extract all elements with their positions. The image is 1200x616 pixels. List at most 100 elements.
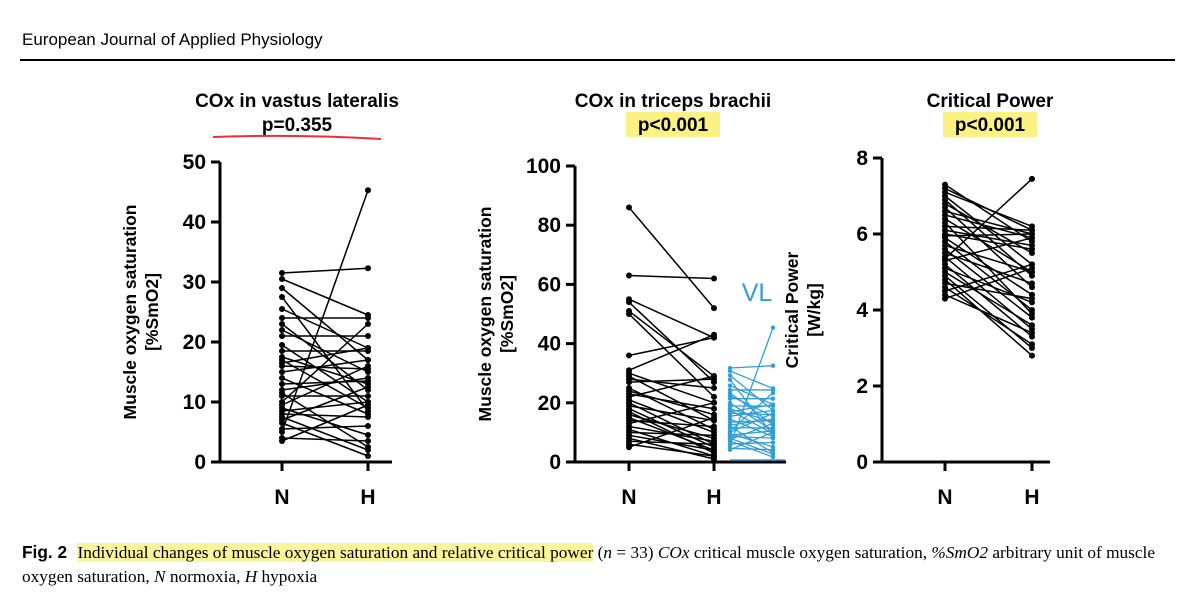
point-n bbox=[279, 393, 285, 399]
pair-line bbox=[944, 233, 1033, 237]
y-tick-label: 80 bbox=[538, 214, 561, 237]
point-n bbox=[942, 232, 948, 239]
p-value-highlight bbox=[626, 112, 720, 137]
paired-series bbox=[942, 175, 1035, 359]
vl-pair-line bbox=[729, 441, 774, 445]
pair-line bbox=[281, 287, 369, 361]
point-n bbox=[626, 444, 632, 451]
header-rule bbox=[20, 59, 1175, 61]
chart-title: COx in triceps brachii bbox=[575, 91, 771, 112]
pair-line bbox=[281, 416, 369, 451]
chart-title: Critical Power bbox=[927, 91, 1054, 112]
y-tick-label: 10 bbox=[183, 391, 206, 414]
point-h bbox=[1029, 295, 1035, 302]
point-n bbox=[279, 348, 285, 354]
p-value-highlight bbox=[943, 112, 1037, 137]
chart-panel-3: Critical Power p<0.001 Critical Power [W/kg… bbox=[782, 91, 1054, 509]
point-n bbox=[279, 420, 285, 426]
pair-line bbox=[281, 278, 369, 316]
vl-point-h bbox=[770, 396, 776, 401]
point-n bbox=[279, 306, 285, 312]
y-tick-label: 4 bbox=[856, 299, 868, 322]
pair-line bbox=[944, 241, 1033, 311]
pair-line bbox=[628, 416, 715, 448]
point-n bbox=[279, 402, 285, 408]
vl-pair-line bbox=[729, 384, 774, 406]
caption-n-open: ( bbox=[597, 543, 604, 562]
point-h bbox=[365, 414, 371, 420]
vl-point-h bbox=[770, 430, 776, 435]
point-n bbox=[279, 333, 285, 339]
pair-line bbox=[628, 372, 715, 404]
x-tick-label-h: H bbox=[706, 486, 721, 509]
vl-pair-line bbox=[729, 403, 774, 413]
y-tick-label: 8 bbox=[856, 147, 868, 170]
vl-pair-line bbox=[729, 437, 774, 455]
pair-line bbox=[628, 334, 715, 371]
pair-line bbox=[944, 237, 1033, 296]
vl-label: VL bbox=[742, 279, 773, 307]
point-h bbox=[711, 385, 717, 391]
point-h bbox=[365, 432, 371, 438]
point-h bbox=[365, 265, 371, 272]
pair-line bbox=[944, 263, 1033, 292]
pair-line bbox=[944, 195, 1033, 265]
pair-line bbox=[944, 225, 1033, 231]
pair-line bbox=[628, 378, 715, 389]
pair-line bbox=[281, 437, 369, 442]
pair-line bbox=[628, 310, 715, 377]
point-h bbox=[711, 373, 717, 380]
point-h bbox=[1029, 246, 1035, 253]
point-n bbox=[279, 315, 285, 321]
y-tick-label: 100 bbox=[526, 155, 561, 178]
caption-term-n: N bbox=[153, 567, 166, 586]
x-tick-label-n: N bbox=[621, 486, 636, 509]
vl-point-n bbox=[727, 368, 733, 374]
point-n bbox=[279, 285, 285, 291]
point-h bbox=[711, 405, 717, 412]
pair-line bbox=[944, 286, 1033, 345]
vl-overlay-series: VL bbox=[727, 279, 785, 461]
pair-line bbox=[628, 443, 715, 457]
point-h bbox=[711, 441, 717, 448]
vl-point-h bbox=[770, 416, 776, 422]
caption-desc-cox: critical muscle oxygen saturation, bbox=[689, 543, 932, 562]
pair-line bbox=[628, 399, 715, 434]
point-h bbox=[1029, 280, 1035, 287]
y-tick-label: 0 bbox=[549, 451, 561, 474]
caption-term-cox: COx bbox=[657, 543, 690, 562]
y-tick-label: 0 bbox=[856, 451, 868, 474]
y-axis-label: Muscle oxygen saturation [%SmO2] bbox=[475, 207, 517, 422]
vl-point-h bbox=[770, 325, 776, 330]
point-h bbox=[711, 447, 717, 454]
point-h bbox=[711, 331, 717, 338]
vl-pair-line bbox=[729, 447, 774, 451]
vl-point-n bbox=[727, 430, 733, 435]
pair-line bbox=[281, 189, 369, 433]
pair-line bbox=[281, 392, 369, 448]
point-h bbox=[711, 423, 717, 430]
point-h bbox=[365, 423, 371, 429]
vl-point-h bbox=[770, 447, 776, 452]
point-h bbox=[365, 333, 371, 339]
pair-line bbox=[628, 390, 715, 416]
x-tick-label-n: N bbox=[274, 486, 289, 509]
point-h bbox=[365, 438, 371, 444]
vl-point-n bbox=[727, 447, 733, 452]
point-h bbox=[711, 305, 717, 312]
p-value-underline bbox=[212, 134, 382, 140]
pair-line bbox=[944, 183, 1033, 243]
vl-pair-line bbox=[729, 374, 774, 411]
pair-line bbox=[628, 375, 715, 422]
point-h bbox=[365, 375, 371, 381]
point-h bbox=[365, 321, 371, 327]
vl-point-h bbox=[770, 454, 776, 460]
y-tick-label: 0 bbox=[194, 451, 206, 474]
paired-series bbox=[626, 204, 717, 463]
point-h bbox=[365, 187, 371, 194]
vl-point-h bbox=[770, 435, 776, 441]
vl-pair-line bbox=[729, 412, 774, 433]
p-value-label: p=0.355 bbox=[262, 115, 333, 136]
pair-line bbox=[944, 191, 1033, 228]
point-h bbox=[365, 315, 371, 321]
